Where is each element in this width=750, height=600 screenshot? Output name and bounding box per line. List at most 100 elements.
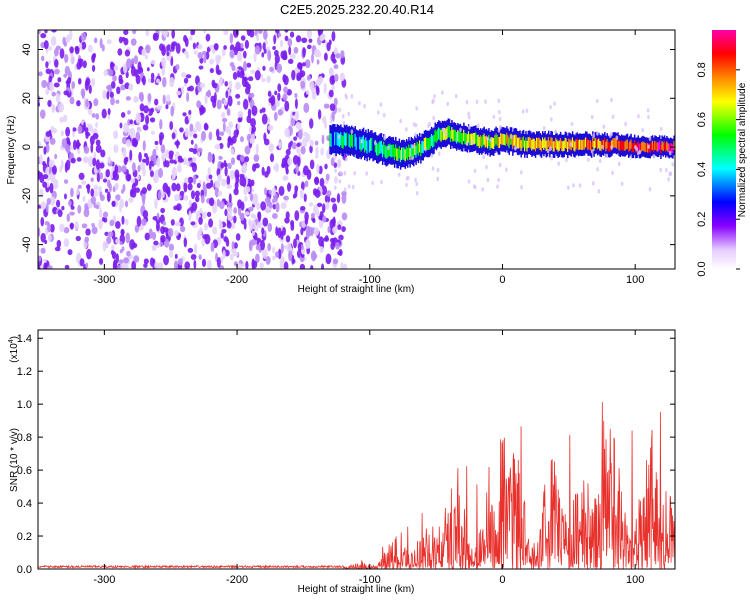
heatmap-noise-cell bbox=[121, 36, 126, 42]
heatmap-noise-cell bbox=[121, 215, 125, 225]
heatmap-signal-core bbox=[582, 139, 585, 150]
heatmap-noise-cell bbox=[93, 190, 98, 198]
heatmap-noise-cell bbox=[119, 122, 123, 129]
heatmap-sparse-cell bbox=[431, 99, 434, 105]
heatmap-noise-cell bbox=[67, 249, 73, 256]
colorbar-label: Normalized spectral amplitude bbox=[737, 82, 748, 217]
heatmap-signal-core bbox=[666, 141, 668, 151]
heatmap-signal-core bbox=[520, 140, 522, 151]
heatmap-noise-cell bbox=[120, 112, 126, 118]
heatmap-sparse-cell bbox=[431, 166, 435, 171]
heatmap-signal-core bbox=[587, 139, 589, 150]
heatmap-signal-core bbox=[508, 137, 511, 149]
heatmap-noise-cell bbox=[162, 182, 169, 193]
heatmap-signal-core bbox=[627, 142, 630, 153]
heatmap-noise-cell bbox=[95, 121, 98, 128]
heatmap-noise-cell bbox=[76, 100, 81, 107]
heatmap-noise-cell bbox=[227, 95, 233, 107]
heatmap-noise-cell bbox=[183, 77, 189, 84]
heatmap-noise-cell bbox=[222, 121, 226, 132]
heatmap-noise-cell bbox=[173, 194, 180, 202]
heatmap-noise-cell bbox=[59, 165, 63, 173]
heatmap-sparse-cell bbox=[363, 103, 366, 109]
heatmap-noise-cell bbox=[316, 209, 320, 218]
heatmap-sparse-cell bbox=[387, 145, 390, 150]
heatmap-noise-cell bbox=[118, 36, 123, 44]
heatmap-signal-core bbox=[352, 134, 354, 148]
heatmap-noise-cell bbox=[264, 187, 267, 196]
heatmap-noise-cell bbox=[245, 86, 251, 95]
heatmap-noise-cell bbox=[239, 173, 245, 179]
heatmap-noise-cell bbox=[157, 190, 162, 201]
heatmap-noise-cell bbox=[147, 78, 152, 84]
heatmap-noise-cell bbox=[224, 80, 229, 87]
heatmap-sparse-cell bbox=[569, 142, 573, 147]
heatmap-noise-cell bbox=[70, 205, 75, 210]
heatmap-signal-core bbox=[653, 143, 655, 153]
heatmap-noise-cell bbox=[135, 131, 141, 142]
heatmap-noise-cell bbox=[169, 159, 175, 164]
heatmap-noise-cell bbox=[112, 170, 117, 179]
heatmap-noise-cell bbox=[77, 125, 83, 135]
heatmap-signal-core bbox=[535, 137, 538, 149]
colorbar-tick-label: 0.0 bbox=[696, 261, 708, 276]
heatmap-noise-cell bbox=[59, 48, 65, 59]
heatmap-signal-core bbox=[397, 148, 399, 161]
heatmap-sparse-cell bbox=[467, 111, 470, 116]
heatmap-signal-core bbox=[607, 141, 610, 152]
heatmap-sparse-cell bbox=[665, 167, 668, 173]
heatmap-signal-core bbox=[458, 131, 460, 144]
heatmap-noise-cell bbox=[240, 154, 245, 162]
heatmap-noise-cell bbox=[174, 221, 181, 227]
heatmap-noise-cell bbox=[203, 211, 207, 219]
heatmap-noise-cell bbox=[230, 157, 236, 165]
heatmap-noise-cell bbox=[207, 153, 213, 163]
heatmap-noise-cell bbox=[313, 227, 320, 236]
heatmap-noise-cell bbox=[170, 219, 175, 226]
heatmap-signal-core bbox=[553, 141, 556, 152]
heatmap-signal-core bbox=[655, 141, 657, 151]
heatmap-noise-cell bbox=[321, 134, 325, 145]
heatmap-noise-cell bbox=[326, 135, 331, 141]
heatmap-signal-core bbox=[409, 147, 411, 161]
heatmap-noise-cell bbox=[85, 77, 91, 86]
heatmap-noise-cell bbox=[336, 193, 341, 204]
heatmap-noise-cell bbox=[243, 60, 247, 72]
heatmap-noise-cell bbox=[161, 153, 166, 162]
heatmap-sparse-cell bbox=[597, 189, 601, 194]
heatmap-noise-cell bbox=[192, 156, 197, 163]
heatmap-noise-cell bbox=[124, 200, 129, 208]
heatmap-noise-cell bbox=[316, 202, 323, 208]
heatmap-noise-cell bbox=[223, 236, 229, 243]
heatmap-noise-cell bbox=[64, 144, 71, 153]
heatmap-noise-cell bbox=[38, 30, 41, 35]
heatmap-signal-core bbox=[471, 133, 473, 146]
heatmap-sparse-cell bbox=[379, 102, 383, 107]
heatmap-noise-cell bbox=[202, 50, 207, 56]
heatmap-signal-core bbox=[447, 125, 450, 138]
heatmap-noise-cell bbox=[280, 202, 287, 209]
heatmap-noise-cell bbox=[122, 183, 126, 192]
heatmap-sparse-cell bbox=[514, 146, 517, 151]
heatmap-noise-cell bbox=[105, 169, 111, 178]
heatmap-noise-cell bbox=[144, 55, 149, 60]
heatmap-noise-cell bbox=[199, 83, 206, 89]
heatmap-noise-cell bbox=[82, 195, 86, 202]
heatmap-signal-core bbox=[556, 139, 558, 150]
heatmap-noise-cell bbox=[293, 238, 297, 249]
heatmap-noise-cell bbox=[127, 110, 131, 115]
heatmap-sparse-cell bbox=[549, 104, 552, 110]
heatmap-noise-cell bbox=[321, 203, 326, 213]
heatmap-signal-core bbox=[477, 134, 479, 146]
heatmap-signal-core bbox=[384, 144, 386, 158]
heatmap-noise-cell bbox=[268, 97, 274, 104]
heatmap-noise-cell bbox=[49, 81, 54, 92]
heatmap-signal-core bbox=[550, 137, 552, 148]
heatmap-sparse-cell bbox=[484, 99, 487, 104]
heatmap-noise-cell bbox=[101, 44, 105, 52]
heatmap-noise-cell bbox=[119, 202, 122, 213]
heatmap-signal-core bbox=[433, 134, 435, 147]
heatmap-noise-cell bbox=[42, 181, 48, 188]
heatmap-noise-cell bbox=[91, 77, 96, 87]
colorbar-tick-label: 0.4 bbox=[696, 162, 708, 177]
